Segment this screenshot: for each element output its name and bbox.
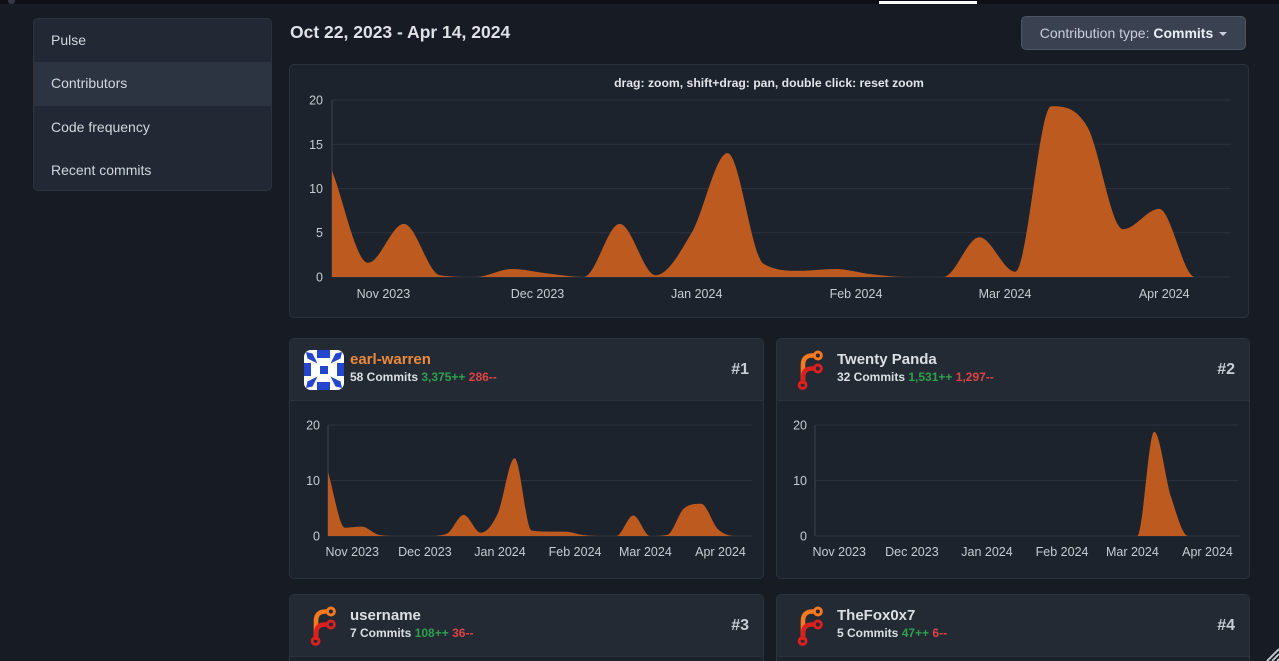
svg-text:Nov 2023: Nov 2023 xyxy=(325,545,379,559)
svg-text:10: 10 xyxy=(793,474,807,488)
svg-text:0: 0 xyxy=(316,271,323,285)
svg-text:20: 20 xyxy=(306,419,320,433)
svg-text:Dec 2023: Dec 2023 xyxy=(398,545,452,559)
svg-text:15: 15 xyxy=(309,138,323,152)
svg-text:Nov 2023: Nov 2023 xyxy=(357,287,411,301)
svg-text:Jan 2024: Jan 2024 xyxy=(474,545,525,559)
svg-text:20: 20 xyxy=(309,94,323,108)
svg-text:Apr 2024: Apr 2024 xyxy=(695,545,746,559)
svg-text:0: 0 xyxy=(313,530,320,544)
svg-text:Feb 2024: Feb 2024 xyxy=(549,545,602,559)
svg-text:Jan 2024: Jan 2024 xyxy=(961,545,1012,559)
svg-text:Dec 2023: Dec 2023 xyxy=(511,287,565,301)
svg-text:5: 5 xyxy=(316,226,323,240)
svg-text:Dec 2023: Dec 2023 xyxy=(885,545,939,559)
svg-text:Jan 2024: Jan 2024 xyxy=(671,287,722,301)
svg-text:0: 0 xyxy=(800,530,807,544)
svg-text:Feb 2024: Feb 2024 xyxy=(830,287,883,301)
svg-text:Apr 2024: Apr 2024 xyxy=(1182,545,1233,559)
svg-text:Mar 2024: Mar 2024 xyxy=(979,287,1032,301)
svg-text:20: 20 xyxy=(793,419,807,433)
svg-text:Mar 2024: Mar 2024 xyxy=(1106,545,1159,559)
svg-text:Apr 2024: Apr 2024 xyxy=(1139,287,1190,301)
svg-text:Nov 2023: Nov 2023 xyxy=(812,545,866,559)
svg-text:10: 10 xyxy=(306,474,320,488)
svg-text:Feb 2024: Feb 2024 xyxy=(1036,545,1089,559)
svg-text:Mar 2024: Mar 2024 xyxy=(619,545,672,559)
svg-text:10: 10 xyxy=(309,182,323,196)
